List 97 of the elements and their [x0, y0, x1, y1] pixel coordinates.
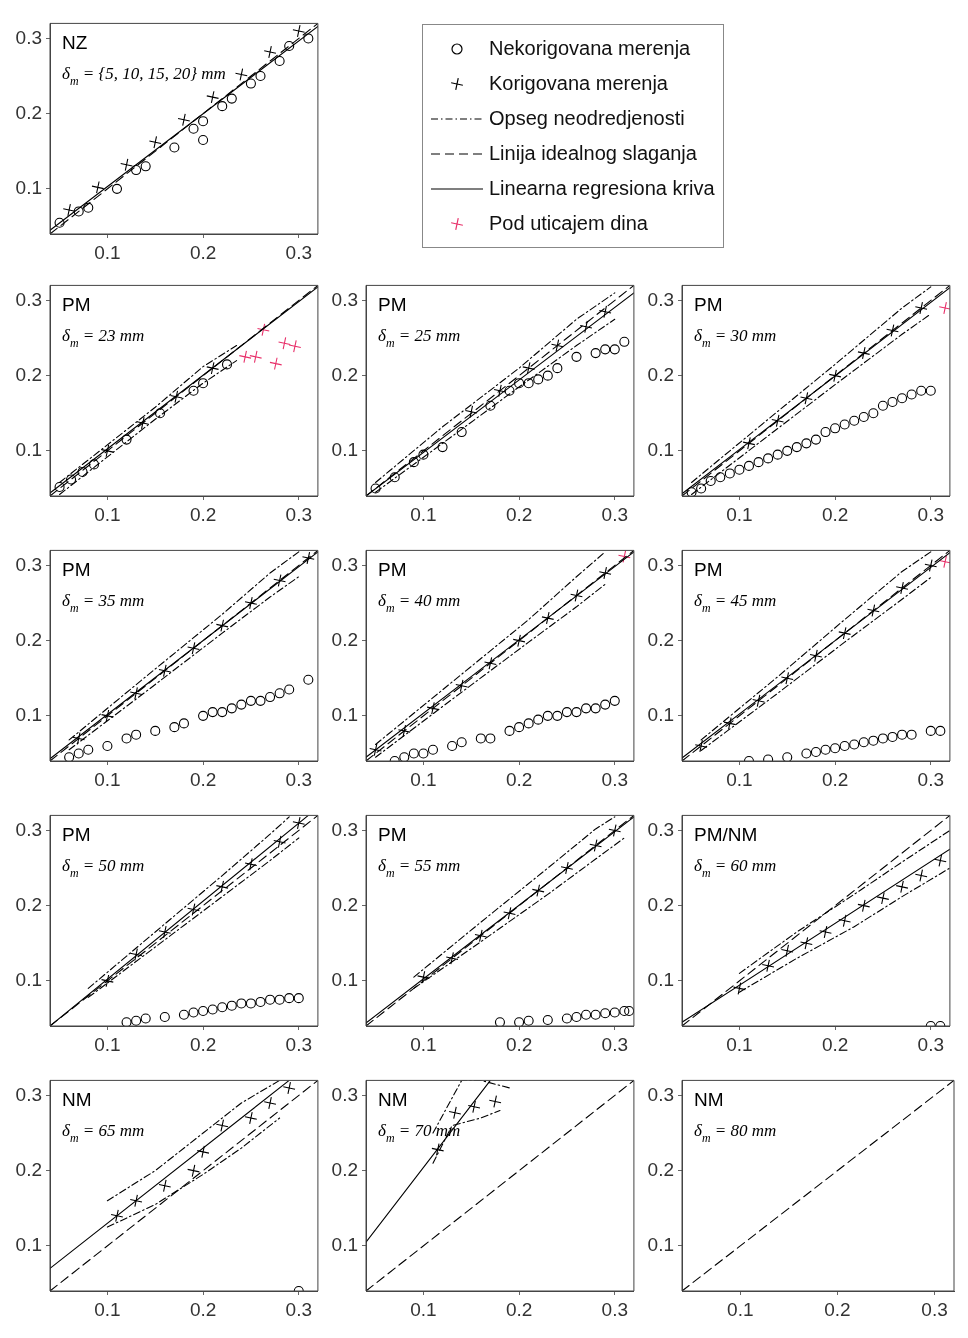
- y-tick-label: 0.2: [647, 1158, 674, 1180]
- y-tick-label: 0.2: [15, 893, 42, 915]
- x-tick-label: 0.3: [601, 768, 628, 790]
- x-tick-label: 0.3: [285, 768, 312, 790]
- x-tick-label: 0.3: [917, 1033, 944, 1055]
- y-tick-label: 0.1: [331, 969, 358, 991]
- y-tick-label: 0.2: [331, 363, 358, 385]
- legend-label: Linija idealnog slaganja: [489, 142, 697, 165]
- y-tick-label: 0.1: [331, 439, 358, 461]
- y-tick-label: 0.2: [15, 101, 42, 123]
- x-tick-label: 0.2: [189, 1033, 217, 1055]
- annotation: NM: [694, 1089, 724, 1111]
- y-tick-label: 0.2: [15, 1158, 42, 1180]
- y-tick-label: 0.3: [15, 818, 42, 840]
- y-tick-label: 0.2: [331, 893, 358, 915]
- annotation: NM: [62, 1089, 92, 1111]
- legend-label: Opseg neodredjenosti: [489, 107, 685, 130]
- y-tick-label: 0.1: [331, 704, 358, 726]
- annotation: PM: [62, 559, 91, 581]
- annotation: PM: [694, 559, 723, 581]
- annotation: PM: [378, 559, 407, 581]
- y-tick-label: 0.2: [647, 893, 674, 915]
- x-tick-label: 0.2: [824, 1298, 851, 1320]
- y-tick-label: 0.2: [331, 628, 358, 650]
- x-tick-label: 0.2: [189, 768, 217, 790]
- y-tick-label: 0.3: [331, 553, 358, 575]
- y-tick-label: 0.1: [331, 1234, 358, 1256]
- x-tick-label: 0.3: [917, 768, 944, 790]
- x-tick-label: 0.3: [285, 241, 312, 263]
- y-tick-label: 0.3: [647, 288, 674, 310]
- y-tick-label: 0.3: [331, 818, 358, 840]
- annotation: NZ: [62, 32, 88, 54]
- legend-label: Korigovana merenja: [489, 72, 668, 95]
- x-tick-label: 0.1: [94, 768, 121, 790]
- x-tick-label: 0.2: [505, 1298, 533, 1320]
- x-tick-label: 0.1: [94, 1033, 121, 1055]
- x-tick-label: 0.1: [726, 503, 753, 525]
- legend-label: Linearna regresiona kriva: [489, 177, 715, 200]
- y-tick-label: 0.2: [15, 363, 42, 385]
- x-tick-label: 0.2: [821, 503, 849, 525]
- legend-label: Nekorigovana merenja: [489, 37, 691, 60]
- x-tick-label: 0.2: [505, 1033, 533, 1055]
- y-tick-label: 0.3: [647, 1083, 674, 1105]
- x-tick-label: 0.3: [285, 1298, 312, 1320]
- x-tick-label: 0.2: [189, 503, 217, 525]
- x-tick-label: 0.2: [821, 1033, 849, 1055]
- y-tick-label: 0.3: [331, 288, 358, 310]
- legend-label: Pod uticajem dina: [489, 212, 648, 235]
- annotation: NM: [378, 1089, 408, 1111]
- x-tick-label: 0.3: [285, 503, 312, 525]
- annotation: PM: [378, 824, 407, 846]
- y-tick-label: 0.1: [647, 969, 674, 991]
- x-tick-label: 0.3: [601, 1033, 628, 1055]
- x-tick-label: 0.2: [189, 1298, 217, 1320]
- y-tick-label: 0.3: [15, 26, 42, 48]
- x-tick-label: 0.2: [505, 503, 533, 525]
- x-tick-label: 0.1: [726, 1033, 753, 1055]
- annotation: PM: [694, 294, 723, 316]
- x-tick-label: 0.1: [410, 1033, 437, 1055]
- x-tick-label: 0.1: [94, 503, 121, 525]
- annotation: PM: [62, 294, 91, 316]
- x-tick-label: 0.1: [410, 1298, 437, 1320]
- y-tick-label: 0.3: [15, 288, 42, 310]
- y-tick-label: 0.3: [331, 1083, 358, 1105]
- y-tick-label: 0.1: [15, 704, 42, 726]
- y-tick-label: 0.1: [15, 439, 42, 461]
- x-tick-label: 0.3: [601, 1298, 628, 1320]
- y-tick-label: 0.1: [647, 1234, 674, 1256]
- x-tick-label: 0.1: [94, 241, 121, 263]
- y-tick-label: 0.3: [15, 1083, 42, 1105]
- y-tick-label: 0.3: [647, 553, 674, 575]
- y-tick-label: 0.3: [647, 818, 674, 840]
- x-tick-label: 0.3: [601, 503, 628, 525]
- y-tick-label: 0.1: [15, 1234, 42, 1256]
- x-tick-label: 0.1: [94, 1298, 121, 1320]
- x-tick-label: 0.1: [727, 1298, 754, 1320]
- x-tick-label: 0.3: [921, 1298, 948, 1320]
- annotation: PM: [62, 824, 91, 846]
- x-tick-label: 0.3: [917, 503, 944, 525]
- y-tick-label: 0.2: [647, 363, 674, 385]
- x-tick-label: 0.2: [821, 768, 849, 790]
- y-tick-label: 0.1: [647, 439, 674, 461]
- y-tick-label: 0.3: [15, 553, 42, 575]
- x-tick-label: 0.1: [410, 503, 437, 525]
- y-tick-label: 0.2: [15, 628, 42, 650]
- y-tick-label: 0.2: [647, 628, 674, 650]
- y-tick-label: 0.1: [15, 177, 42, 199]
- x-tick-label: 0.2: [189, 241, 217, 263]
- x-tick-label: 0.3: [285, 1033, 312, 1055]
- x-tick-label: 0.1: [726, 768, 753, 790]
- x-tick-label: 0.2: [505, 768, 533, 790]
- y-tick-label: 0.1: [15, 969, 42, 991]
- annotation: PM/NM: [694, 824, 758, 846]
- x-tick-label: 0.1: [410, 768, 437, 790]
- annotation: PM: [378, 294, 407, 316]
- y-tick-label: 0.1: [647, 704, 674, 726]
- y-tick-label: 0.2: [331, 1158, 358, 1180]
